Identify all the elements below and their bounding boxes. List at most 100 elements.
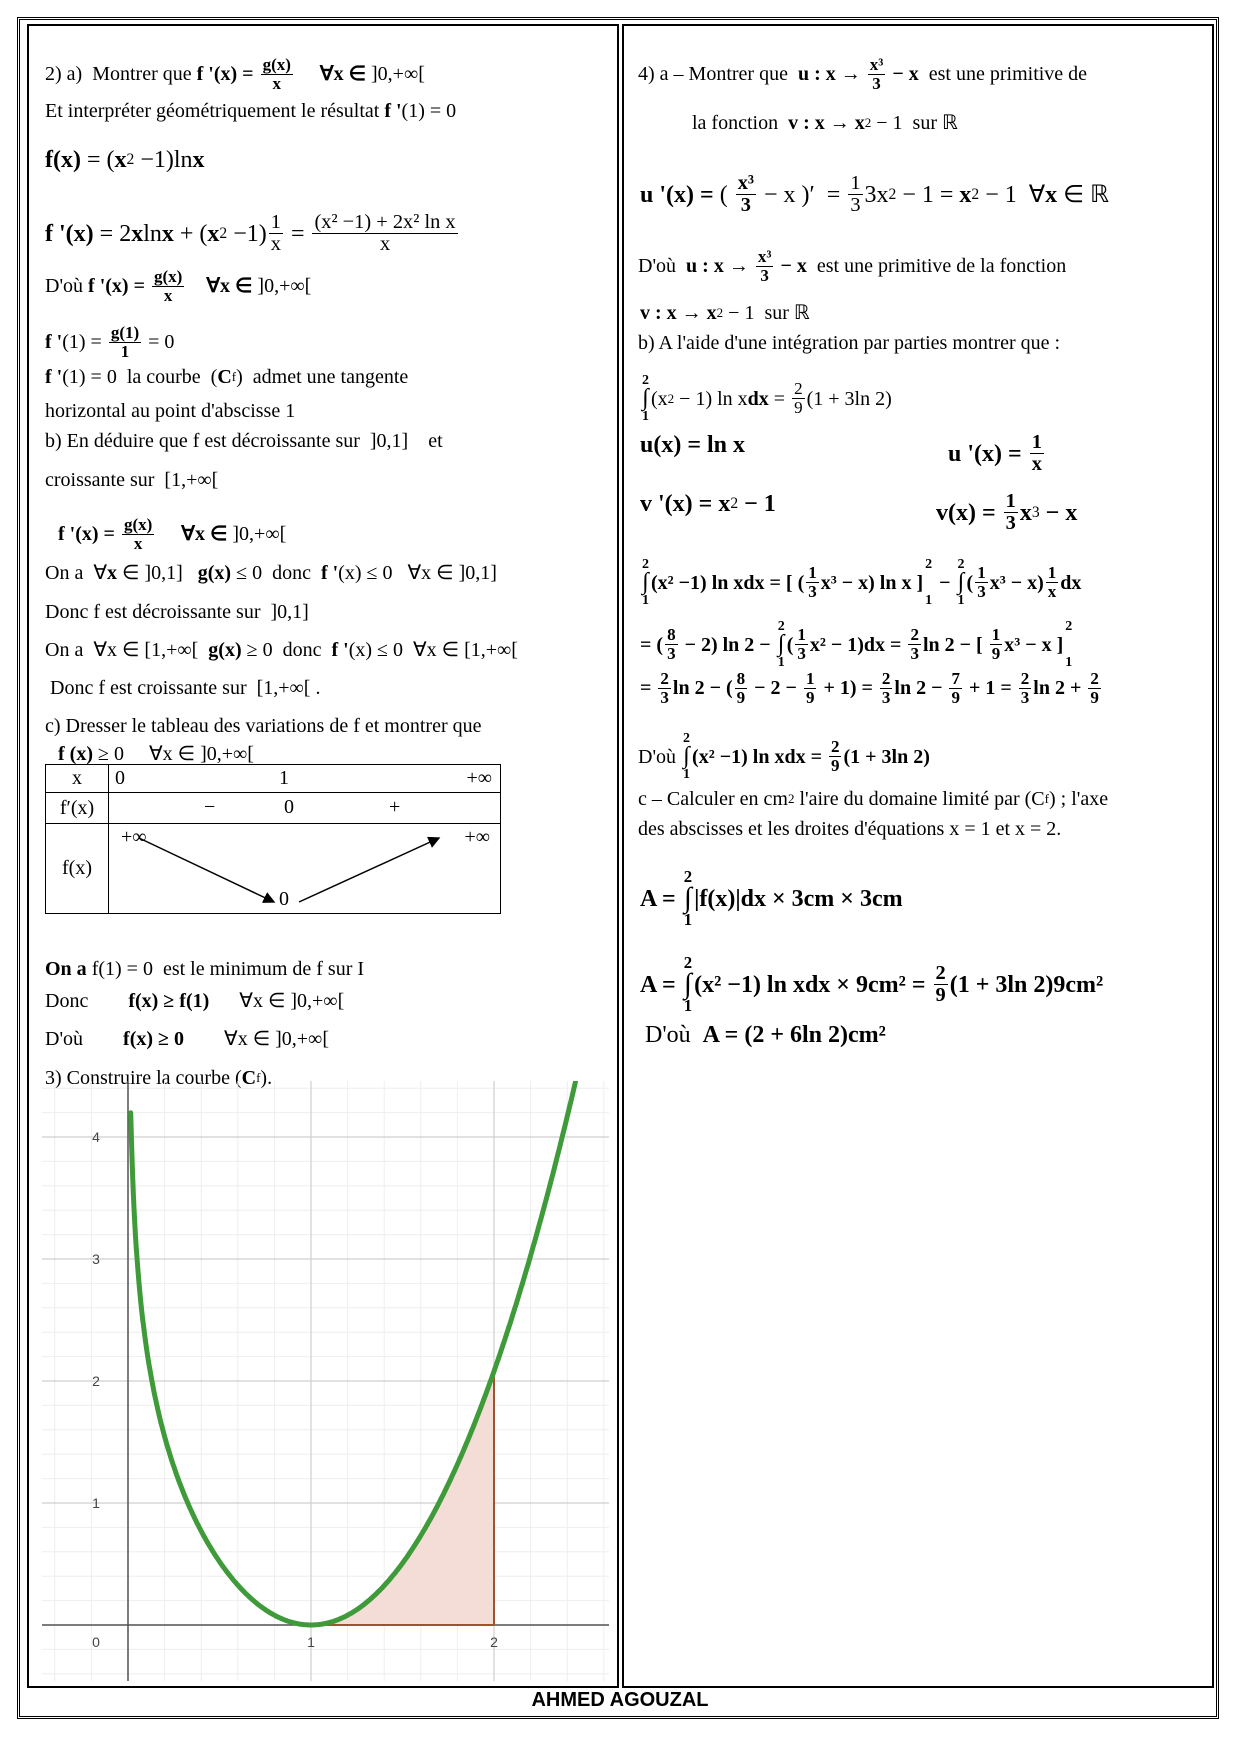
right-line-18: A = 2 ∫ 1 (x² −1) ln xdx × 9cm² = 2 9 (1 + 3l… (640, 954, 1103, 1015)
text-segment: ) admet une tangente (236, 366, 409, 388)
text-segment (295, 63, 320, 85)
bracket-spacer (926, 572, 932, 594)
fraction: x³ 3 (735, 172, 756, 217)
denominator: 3 (910, 644, 919, 664)
left-line-10: f '(x) = g(x) x ∀x ∈ ]0,+∞[ (58, 516, 286, 553)
math-bold-segment: ln 2 − [ (922, 633, 988, 656)
denominator: 9 (1090, 687, 1099, 707)
text-segment: ]0,+∞[ (257, 275, 312, 298)
math-bold-segment: x (1019, 499, 1032, 526)
fp-sign-minus: − (204, 796, 216, 819)
math-bold-segment: g(x) (197, 562, 232, 584)
integral-bounds: 2 ∫ 1 (683, 732, 690, 782)
math-bold-segment: u '(x) = (640, 181, 720, 208)
denominator: x (379, 233, 391, 256)
integral-bounds: 2 1 (1065, 620, 1072, 670)
left-line-15: c) Dresser le tableau des variations de … (45, 715, 481, 737)
math-bold-segment: x (114, 147, 127, 173)
math-bold-segment: f ' (320, 562, 339, 584)
lower-bound: 1 (683, 766, 691, 782)
text-segment: ∀x ∈ ]0,+∞[ (184, 1028, 329, 1050)
left-line-0: 2) a) Montrer que f '(x) = g(x) x ∀x ∈ ]0… (45, 56, 425, 93)
bracket-spacer (1066, 634, 1072, 656)
denominator: x (272, 73, 281, 93)
y-tick-label: 2 (92, 1373, 100, 1389)
right-line-11: 2 ∫ 1 (x² −1) ln xdx = [ (1 3 x³ − x) ln x ] 2… (640, 558, 1081, 608)
text-segment: des abscisses et les droites d'équations… (638, 818, 1062, 840)
integral-sign-icon: ∫ (683, 881, 692, 914)
text-segment: 3) Construire la courbe ( (45, 1067, 242, 1089)
right-line-0: 4) a – Montrer que u : x → x³ 3 − x est u… (638, 56, 1087, 93)
decreasing-arrow (138, 837, 276, 903)
math-bold-segment: (x² −1) ln xdx = [ ( (651, 571, 805, 594)
math-bold-segment: x³ − x ] (1004, 633, 1064, 656)
denominator: 3 (881, 687, 891, 707)
text-segment: (1 + 3ln 2) (806, 387, 892, 410)
denominator: 3 (977, 582, 986, 602)
numerator: 2 (908, 625, 921, 646)
numerator: g(1) (108, 323, 142, 343)
text-segment: ) ; l'axe (1048, 788, 1109, 810)
table-x-values: 0 1 +∞ (108, 763, 501, 794)
math-bold-segment: C (217, 366, 232, 388)
denominator: 3 (1020, 687, 1030, 707)
text-segment: ≤ 0 donc (231, 562, 321, 584)
numerator: g(x) (260, 55, 293, 75)
text-segment: D'où (638, 745, 682, 768)
numerator: 1 (975, 563, 988, 584)
math-bold-segment: ln 2 − (894, 677, 948, 700)
right-line-6: 2 ∫ 1 (x 2 − 1) ln x dx = 2 9 (1 + 3ln 2) (642, 373, 892, 424)
fraction: g(x) x (121, 515, 155, 553)
denominator: x (1031, 453, 1042, 476)
right-column (622, 24, 1214, 1688)
left-line-18: Donc f(x) ≥ f(1) ∀x ∈ ]0,+∞[ (45, 990, 344, 1012)
text-segment: est une primitive de (918, 63, 1088, 86)
text-segment: −1)ln (134, 147, 193, 173)
text-segment: On a ∀ (45, 562, 108, 584)
text-segment: = (768, 387, 791, 410)
text-segment: − 1 ∀ (979, 181, 1046, 208)
numerator: 7 (949, 669, 962, 689)
text-segment: ∀x ∈ ]0,+∞[ (209, 990, 345, 1012)
math-bold-segment: ∀x ∈ (181, 523, 233, 546)
math-bold-segment: f '(x) = (58, 523, 120, 546)
right-line-14: D'où 2 ∫ 1 (x² −1) ln xdx = 2 9 (1 + 3ln 2) (638, 732, 930, 782)
text-segment: (1) = 0 la courbe ( (62, 366, 218, 388)
math-bold-segment: (x² −1) ln xdx × 9cm² = (694, 971, 932, 998)
upper-bound: 2 (957, 557, 965, 572)
text-segment: f(1) = 0 est le minimum de f sur I (86, 958, 365, 980)
math-bold-segment: f(x) ≥ 0 (123, 1028, 185, 1050)
math-bold-segment: v : x → x (640, 302, 717, 324)
math-bold-segment: u : x → (797, 63, 866, 86)
math-bold-segment: (1 + 3ln 2) (843, 745, 930, 768)
math-bold-segment: A = (2 + 6ln 2)cm² (702, 1022, 886, 1048)
left-line-3: f '(x) = 2 x ln x + (x 2 −1) 1 x = (x² −1) + 2… (45, 211, 458, 256)
numerator: g(x) (121, 515, 155, 535)
text-segment: c – Calculer en cm (638, 788, 788, 810)
x-value-1: 1 (279, 767, 289, 789)
text-segment: − 1 = (896, 181, 960, 208)
numerator: 1 (806, 563, 819, 584)
left-line-17: On a f(1) = 0 est le minimum de f sur I (45, 958, 364, 980)
numerator: 1 (1029, 431, 1044, 455)
math-bold-segment: + 1 = (963, 677, 1017, 700)
left-line-14: Donc f est croissante sur [1,+∞[ . (45, 677, 320, 699)
left-line-1: Et interpréter géométriquement le résult… (45, 100, 456, 122)
integral-bounds: 2 ∫ 1 (958, 558, 965, 608)
left-line-7: horizontal au point d'abscisse 1 (45, 400, 295, 422)
fraction: x³ 3 (867, 56, 886, 93)
numerator: 2 (658, 669, 671, 689)
